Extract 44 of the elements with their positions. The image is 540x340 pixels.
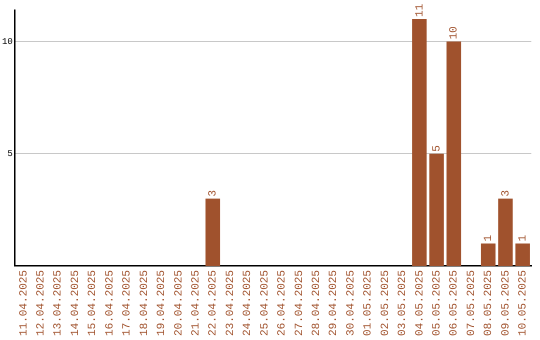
x-tick-label: 17.04.2025: [122, 270, 134, 336]
data-label: 3: [208, 190, 220, 197]
x-tick-label: 30.04.2025: [345, 270, 358, 336]
x-tick-label: 13.04.2025: [52, 270, 65, 336]
bar: [429, 154, 444, 266]
x-tick-label: 23.04.2025: [224, 270, 237, 336]
x-tick-label: 16.04.2025: [104, 270, 116, 336]
data-label: 3: [500, 190, 512, 197]
x-tick-label: 25.04.2025: [259, 270, 272, 336]
x-tick-label: 22.04.2025: [208, 270, 220, 336]
data-label: 10: [448, 26, 461, 40]
x-tick-label: 03.05.2025: [397, 270, 410, 336]
data-label: 5: [431, 145, 444, 152]
x-tick-label: 26.04.2025: [276, 270, 289, 336]
x-tick-label: 10.05.2025: [518, 270, 530, 336]
x-tick-label: 15.04.2025: [87, 270, 100, 336]
x-tick-label: 27.04.2025: [294, 270, 306, 336]
x-tick-label: 08.05.2025: [483, 270, 496, 336]
x-tick-label: 28.04.2025: [310, 270, 323, 336]
x-tick-label: 07.05.2025: [466, 270, 478, 336]
x-tick-label: 12.04.2025: [36, 270, 48, 336]
bar: [480, 244, 496, 266]
x-tick-label: 02.05.2025: [380, 270, 392, 336]
x-tick-label: 19.04.2025: [156, 270, 168, 336]
x-tick-label: 06.05.2025: [448, 270, 461, 336]
x-tick-label: 20.04.2025: [173, 270, 186, 336]
bar: [446, 41, 462, 266]
data-label: 1: [483, 234, 496, 242]
data-label: 11: [414, 3, 426, 17]
bar: [412, 18, 427, 266]
data-label: 1: [518, 234, 530, 242]
x-tick-label: 29.04.2025: [328, 270, 340, 336]
x-tick-label: 11.04.2025: [18, 270, 30, 336]
bar: [498, 198, 513, 266]
x-tick-label: 21.04.2025: [190, 270, 202, 336]
x-tick-label: 18.04.2025: [138, 270, 151, 336]
bar: [515, 244, 530, 266]
x-tick-label: 01.05.2025: [362, 270, 375, 336]
x-tick-label: 24.04.2025: [242, 270, 254, 336]
x-tick-label: 04.05.2025: [414, 270, 426, 336]
bar: [206, 198, 220, 266]
x-tick-label: 09.05.2025: [500, 270, 512, 336]
x-tick-label: 14.04.2025: [70, 270, 82, 336]
x-tick-label: 05.05.2025: [431, 270, 444, 336]
